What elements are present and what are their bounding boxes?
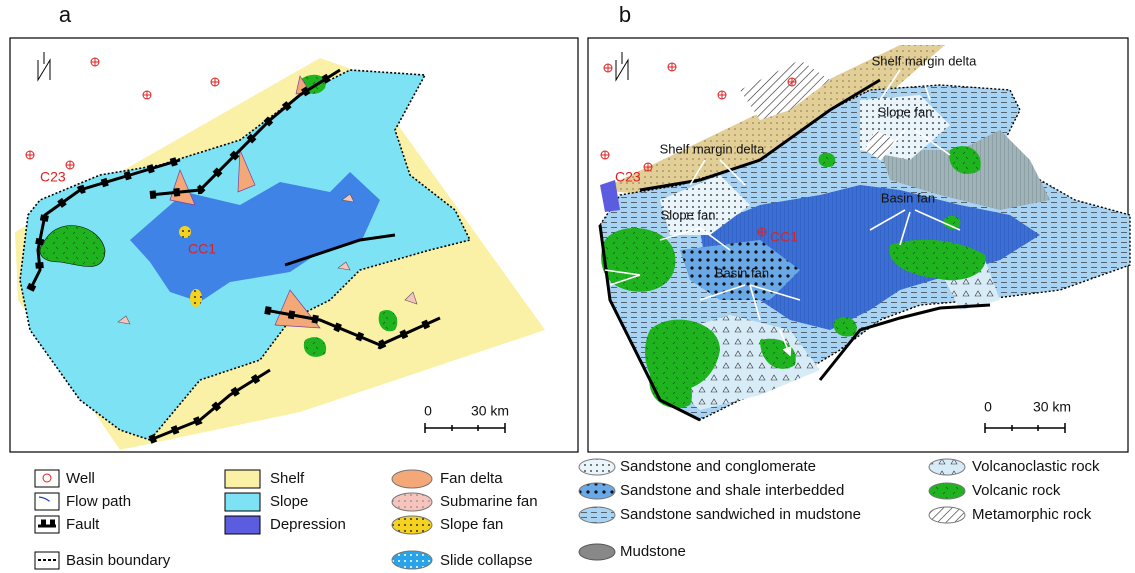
- page: Map {"panels": [ {"label": "a", "wells":…: [0, 0, 1135, 573]
- well-label: CC1: [188, 241, 216, 257]
- legend-label: Depression: [270, 516, 346, 533]
- legend-swatch: [392, 516, 432, 534]
- figure: a C23 CC1 0 30 km b C23 CC1 Shelf margin…: [0, 0, 1135, 573]
- legend-label: Shelf: [270, 470, 305, 487]
- legend-label: Basin boundary: [66, 552, 171, 569]
- legend-swatch: [35, 470, 59, 487]
- annotation: Shelf margin delta: [660, 141, 766, 156]
- scale-label: 0: [424, 403, 432, 419]
- scale-label: 30 km: [471, 403, 509, 419]
- annotation: Basin fan: [881, 190, 935, 205]
- annotation: Slope fan: [878, 104, 933, 119]
- legend-label: Sandstone and shale interbedded: [620, 482, 844, 499]
- annotation: Slope fan: [661, 207, 716, 222]
- volcanic: [601, 228, 675, 292]
- legend-label: Mudstone: [620, 543, 686, 560]
- legend-label: Volcanoclastic rock: [972, 458, 1100, 475]
- annotation: Shelf margin delta: [872, 53, 978, 68]
- legend-label: Slope fan: [440, 516, 503, 533]
- legend-label: Volcanic rock: [972, 482, 1061, 499]
- scale-label: 30 km: [1033, 399, 1071, 415]
- panel-label: b: [619, 2, 631, 27]
- legend-swatch: [579, 507, 615, 523]
- annotation: Basin fan: [715, 265, 769, 280]
- legend-swatch: [392, 493, 432, 511]
- legend-label: Sandstone sandwiched in mudstone: [620, 506, 861, 523]
- legend-label: Metamorphic rock: [972, 506, 1092, 523]
- slope-fan: [179, 226, 191, 238]
- legend-swatch: [929, 483, 965, 499]
- legend-label: Fan delta: [440, 470, 503, 487]
- well-label: C23: [40, 169, 66, 185]
- legend-swatch: [579, 483, 615, 499]
- legend-label: Submarine fan: [440, 493, 538, 510]
- legend-label: Slide collapse: [440, 552, 533, 569]
- legend-swatch: [579, 544, 615, 560]
- well-label: CC1: [770, 229, 798, 245]
- legend-swatch: [929, 459, 965, 475]
- legend-swatch: [392, 470, 432, 488]
- legend-swatch: [35, 493, 59, 510]
- legend-swatch: [225, 470, 260, 488]
- slope-fan: [190, 289, 202, 307]
- legend-label: Fault: [66, 516, 100, 533]
- legend-swatch: [392, 551, 432, 569]
- well-label: C23: [615, 169, 641, 185]
- legend-swatch: [225, 516, 260, 534]
- legend-label: Slope: [270, 493, 308, 510]
- legend-label: Flow path: [66, 493, 131, 510]
- legend: Well Flow path Fault Basin boundary Shel…: [35, 458, 1100, 569]
- legend-label: Well: [66, 470, 95, 487]
- panel-label: a: [59, 2, 72, 27]
- scale-label: 0: [984, 399, 992, 415]
- legend-swatch: [929, 507, 965, 523]
- legend-swatch: [225, 493, 260, 511]
- legend-label: Sandstone and conglomerate: [620, 458, 816, 475]
- legend-swatch: [579, 459, 615, 475]
- body: a C23 CC1 0 30 km b C23 CC1 Shelf margin…: [0, 0, 1135, 573]
